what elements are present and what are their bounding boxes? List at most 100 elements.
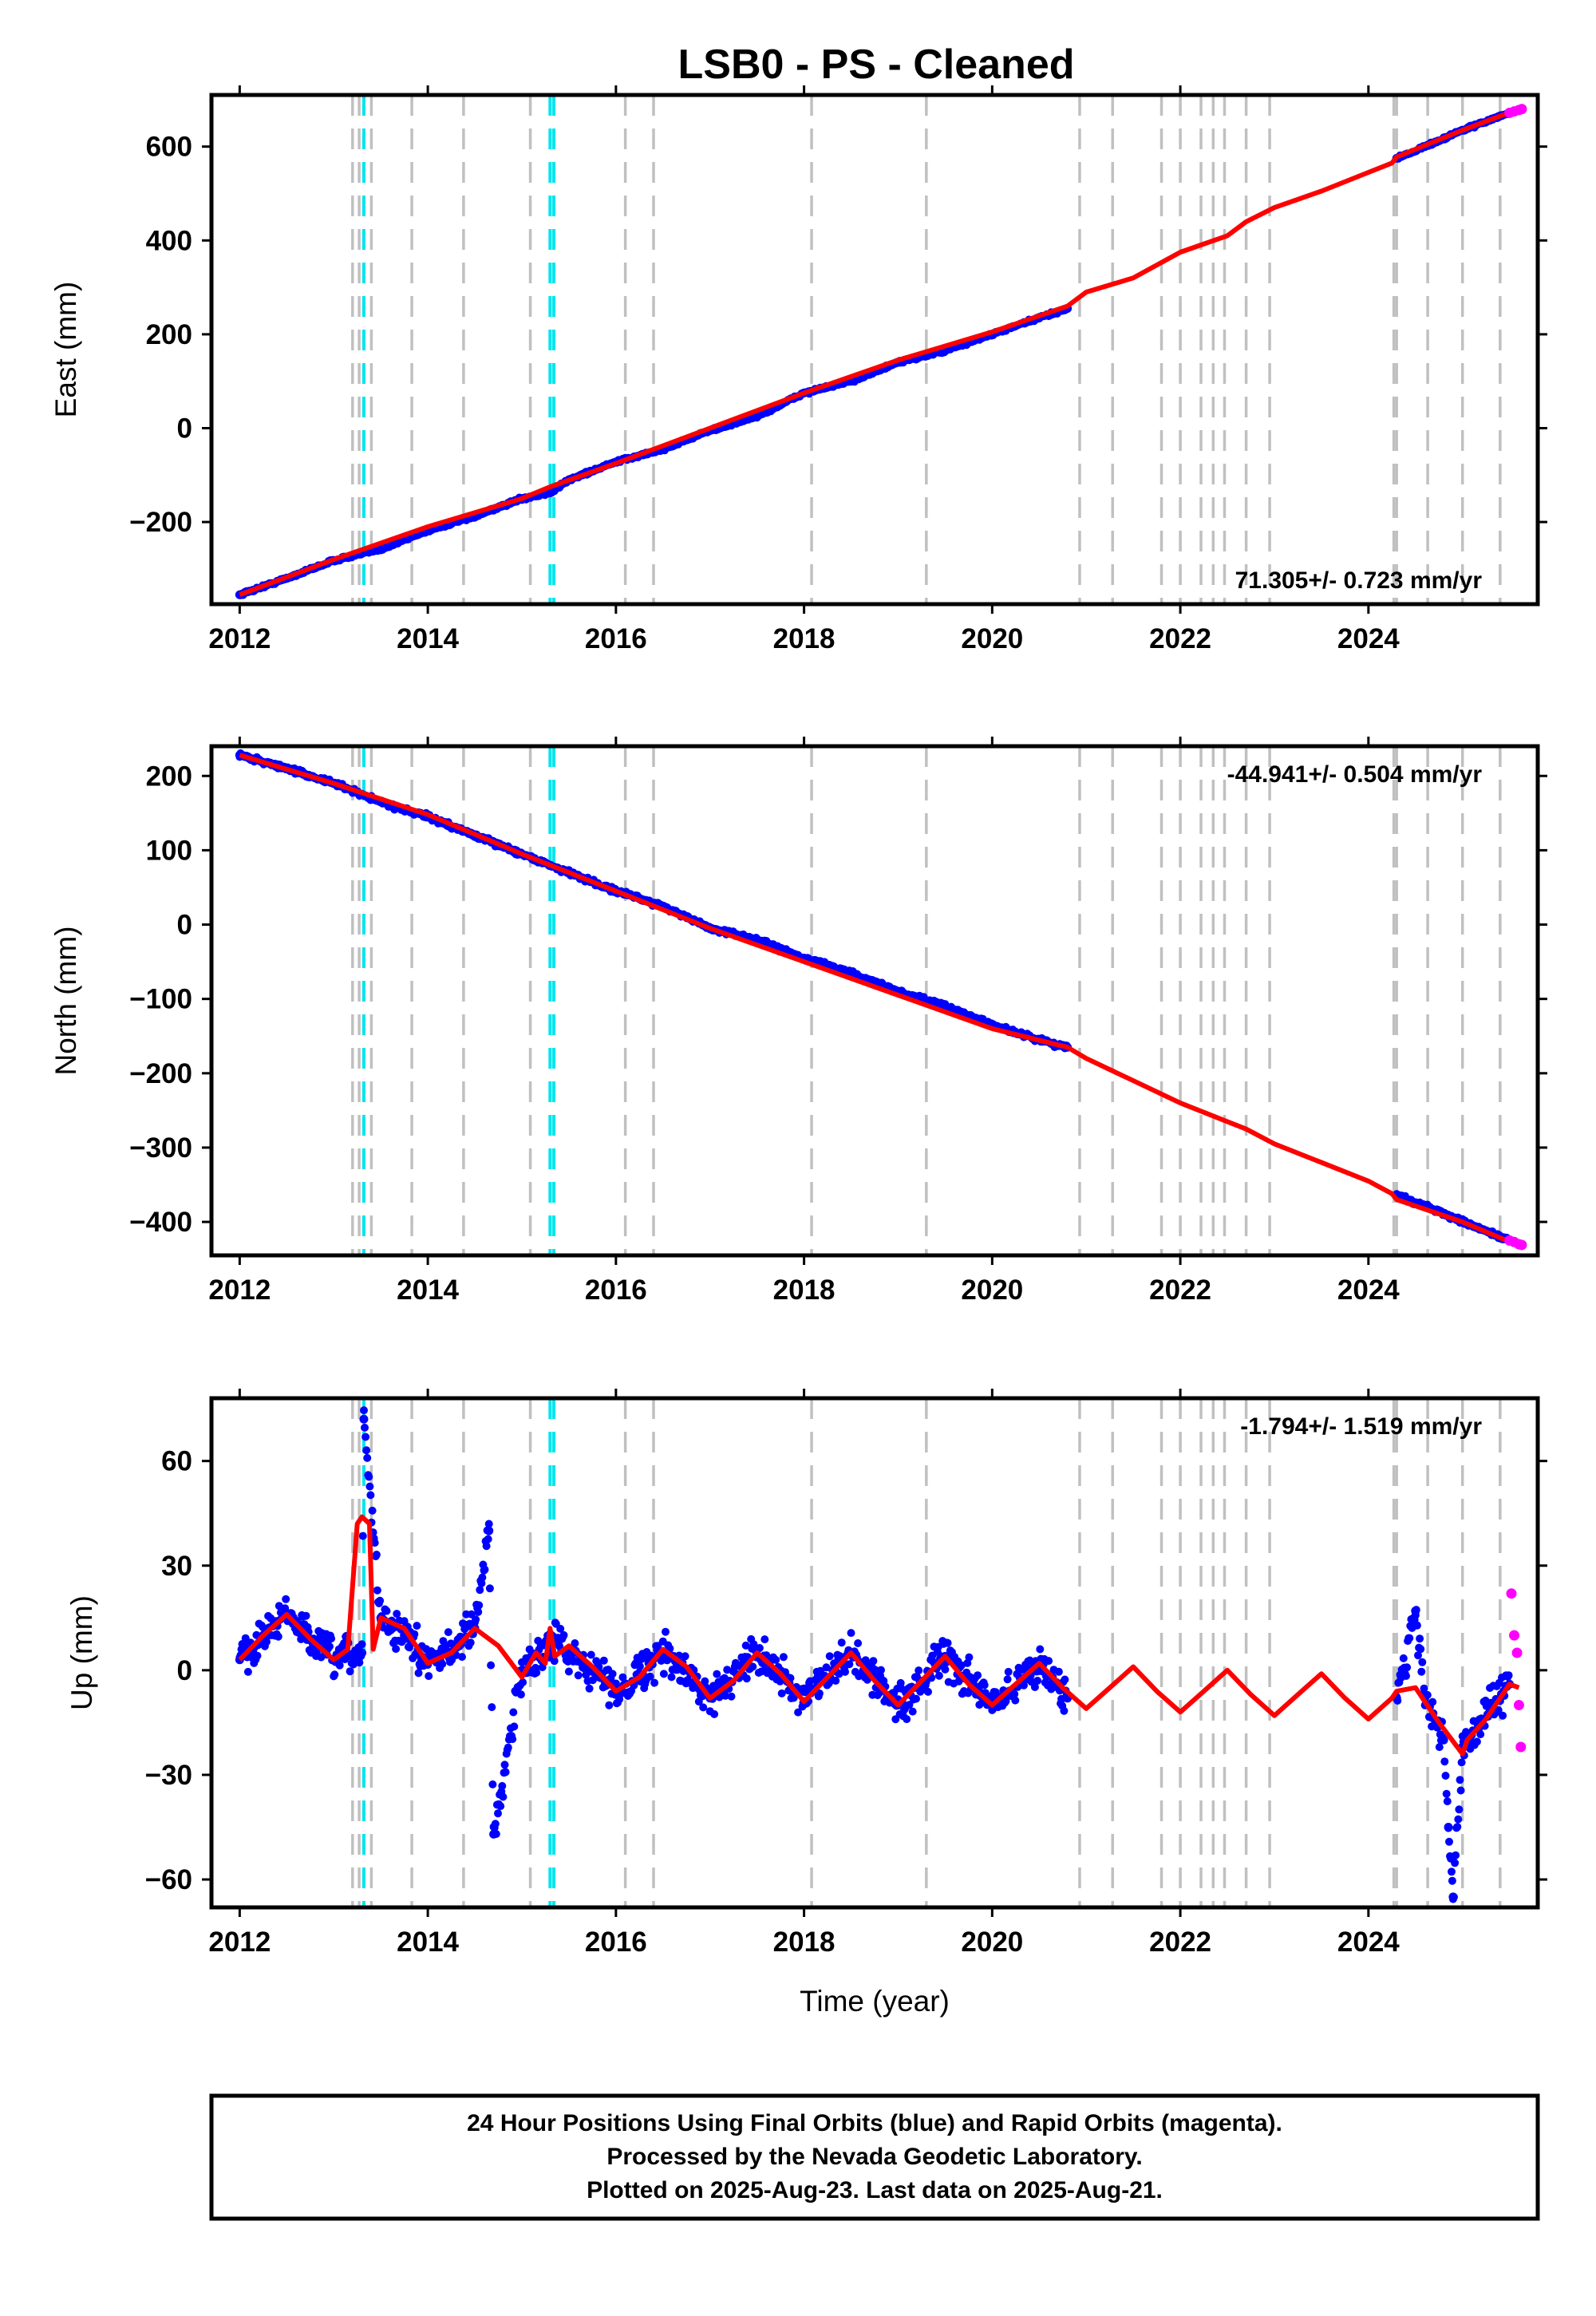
y-tick-label: 0	[177, 413, 192, 444]
north-panel: 2012 2014 2016 2018 2020 2022 2024 −400 −300 −200…	[49, 737, 1547, 1306]
final-orbit-point	[519, 1678, 527, 1686]
final-orbit-point	[749, 1662, 757, 1671]
north-y-axis-label: North (mm)	[49, 926, 82, 1075]
final-orbit-point	[1499, 1711, 1507, 1720]
final-orbit-point	[253, 1651, 262, 1660]
final-orbit-point	[1441, 1772, 1450, 1780]
final-orbit-point	[741, 1641, 750, 1650]
final-orbit-point	[466, 1638, 475, 1647]
final-orbit-point	[482, 1542, 491, 1551]
x-tick-label: 2012	[208, 1275, 271, 1306]
y-tick-label: 0	[177, 1655, 192, 1686]
final-orbit-point	[494, 1809, 502, 1818]
final-orbit-point	[871, 1666, 879, 1674]
footer-box: 24 Hour Positions Using Final Orbits (bl…	[209, 2093, 1540, 2221]
x-tick-label: 2020	[961, 623, 1023, 654]
east-panel: 2012 2014 2016 2018 2020 2022 2024 −200 0 200 400 6…	[49, 85, 1547, 654]
rapid-orbit-point	[1516, 104, 1527, 115]
final-orbit-point	[1416, 1645, 1425, 1654]
final-orbit-point	[681, 1652, 689, 1661]
final-orbit-point	[777, 1689, 786, 1697]
final-orbit-point	[363, 1453, 372, 1462]
rapid-orbit-point	[1516, 1239, 1527, 1251]
rapid-orbit-point	[1515, 1741, 1527, 1753]
final-orbit-point	[373, 1586, 381, 1595]
final-orbit-point	[1504, 1671, 1513, 1680]
x-tick-label: 2012	[208, 1927, 271, 1958]
rapid-orbit-point	[1506, 1588, 1517, 1599]
final-orbit-point	[458, 1653, 466, 1662]
final-orbit-point	[355, 1658, 364, 1667]
x-tick-label: 2024	[1337, 1275, 1400, 1306]
final-orbit-point	[346, 1667, 354, 1676]
y-tick-label: 200	[146, 319, 192, 350]
final-orbit-point	[392, 1645, 401, 1654]
final-orbit-point	[1448, 1892, 1458, 1902]
x-tick-label: 2016	[585, 1927, 647, 1958]
final-orbit-point	[1061, 1675, 1069, 1684]
y-tick-label: 30	[161, 1551, 192, 1582]
final-orbit-point	[713, 1670, 721, 1678]
final-orbit-point	[585, 1684, 594, 1693]
y-tick-label: 60	[161, 1446, 192, 1477]
y-tick-label: 0	[177, 910, 192, 941]
footer-border	[209, 2093, 1540, 2221]
final-orbit-point	[376, 1596, 385, 1605]
y-tick-label: −200	[129, 507, 192, 538]
final-orbit-point	[924, 1687, 932, 1696]
final-orbit-point	[509, 1708, 518, 1717]
final-orbit-point	[484, 1535, 492, 1543]
y-tick-label: −30	[145, 1760, 192, 1791]
final-orbit-point	[550, 1657, 559, 1666]
final-orbit-point	[564, 1667, 573, 1676]
final-orbit-point	[499, 1792, 508, 1801]
rapid-orbit-point	[1511, 1647, 1523, 1658]
final-orbit-point	[360, 1406, 368, 1415]
up-velocity-label: -1.794+/- 1.519 mm/yr	[1240, 1413, 1482, 1440]
x-tick-label: 2014	[397, 1275, 459, 1306]
final-orbit-point	[1476, 1730, 1485, 1739]
final-orbit-point	[1416, 1634, 1424, 1643]
final-orbit-point	[635, 1662, 644, 1670]
final-orbit-point	[1010, 1690, 1019, 1698]
final-orbit-point	[326, 1642, 334, 1650]
x-tick-label: 2018	[773, 1275, 836, 1306]
final-orbit-point	[605, 1701, 614, 1709]
final-orbit-point	[438, 1660, 447, 1668]
final-orbit-point	[1435, 1743, 1444, 1752]
east-plot-area	[235, 95, 1527, 604]
final-orbit-point	[376, 544, 385, 554]
final-orbit-point	[646, 1672, 654, 1681]
x-tick-label: 2024	[1337, 1927, 1400, 1958]
final-orbit-point	[1399, 1654, 1408, 1662]
final-orbit-point	[359, 1414, 369, 1424]
final-orbit-point	[330, 1670, 339, 1679]
final-orbit-point	[1472, 1737, 1481, 1746]
final-orbit-point	[835, 1670, 843, 1678]
final-orbit-point	[358, 1640, 366, 1649]
final-orbit-point	[974, 1671, 982, 1680]
final-orbit-point	[934, 1671, 943, 1680]
final-orbit-point	[794, 1708, 803, 1717]
final-orbit-point	[1030, 1683, 1039, 1691]
final-orbit-point	[484, 1520, 493, 1528]
final-orbit-point	[599, 1656, 608, 1665]
x-tick-label: 2014	[397, 1927, 459, 1958]
final-orbit-point	[1011, 1696, 1020, 1705]
final-orbit-point	[498, 1781, 507, 1790]
final-orbit-point	[1457, 1758, 1466, 1767]
final-orbit-point	[365, 1482, 374, 1491]
final-orbit-point	[742, 1674, 751, 1683]
up-y-axis-label: Up (mm)	[65, 1595, 98, 1710]
final-orbit-point	[1025, 1656, 1034, 1665]
y-tick-label: 400	[146, 225, 192, 256]
final-orbit-point	[504, 1743, 512, 1752]
final-orbit-point	[545, 488, 555, 498]
final-orbit-point	[608, 1670, 617, 1678]
east-y-axis-label: East (mm)	[49, 282, 82, 418]
footer-line-2: Processed by the Nevada Geodetic Laborat…	[606, 2144, 1142, 2170]
final-orbit-point	[361, 1423, 369, 1432]
final-orbit-point	[912, 1694, 920, 1703]
final-orbit-point	[243, 1667, 252, 1676]
final-orbit-point	[847, 968, 856, 978]
